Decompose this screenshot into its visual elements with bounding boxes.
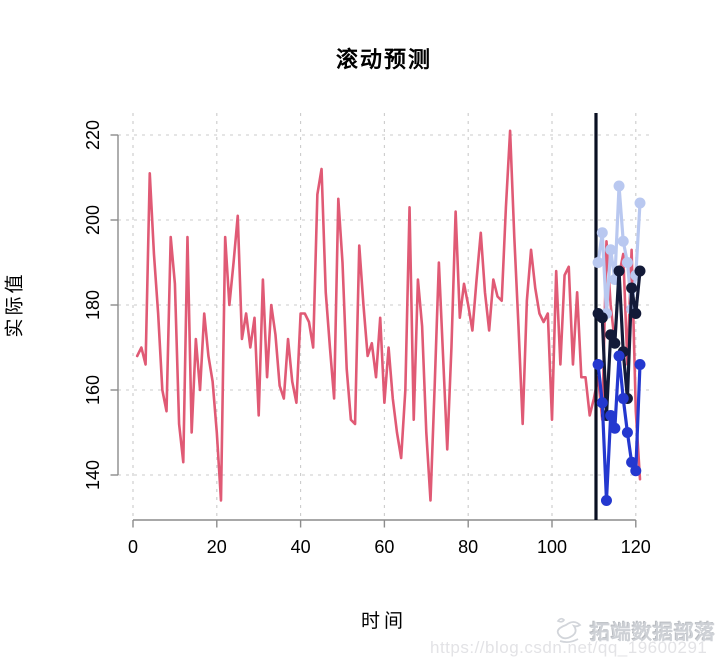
watermark-brand-text: 拓端数据部落 xyxy=(590,621,716,644)
marker-forecast_blue xyxy=(609,422,621,434)
watermark-url: https://blog.csdn.net/qq_19600291 xyxy=(430,638,708,657)
x-tick-label: 60 xyxy=(374,537,394,557)
marker-forecast_navy xyxy=(630,308,642,319)
y-tick-label: 200 xyxy=(83,205,103,235)
marker-forecast_navy xyxy=(596,312,608,324)
y-tick-label: 180 xyxy=(83,290,103,320)
marker-forecast_navy xyxy=(609,337,621,349)
marker-forecast_blue xyxy=(605,410,617,421)
marker-forecast_blue xyxy=(613,350,625,362)
y-tick-label: 160 xyxy=(83,375,103,405)
marker-forecast_navy xyxy=(626,282,638,294)
marker-forecast_light xyxy=(613,180,625,192)
x-tick-label: 80 xyxy=(458,537,478,557)
marker-forecast_blue xyxy=(617,393,629,404)
y-tick-label: 220 xyxy=(83,120,103,150)
marker-forecast_light xyxy=(621,257,633,268)
series-forecast_blue xyxy=(592,350,646,506)
x-tick-label: 120 xyxy=(621,537,651,557)
tick-labels: 0 20 40 60 80 100 120 140 160 180 200 220 xyxy=(83,120,651,557)
x-tick-label: 100 xyxy=(537,537,567,557)
y-axis-label: 实际值 xyxy=(4,271,26,338)
marker-forecast_light xyxy=(634,197,646,209)
marker-forecast_navy xyxy=(613,265,625,277)
x-tick-label: 20 xyxy=(207,537,227,557)
marker-forecast_light xyxy=(605,244,617,256)
marker-forecast_blue xyxy=(630,465,642,477)
marker-forecast_light xyxy=(592,257,604,268)
x-axis-label: 时间 xyxy=(360,611,407,632)
x-tick-label: 40 xyxy=(291,537,311,557)
marker-forecast_blue xyxy=(621,427,633,438)
x-tick-label: 0 xyxy=(128,537,138,557)
marker-forecast_navy xyxy=(605,329,617,341)
marker-forecast_navy xyxy=(634,265,646,277)
marker-forecast_blue xyxy=(592,359,604,370)
tuoduan-logo-icon xyxy=(556,617,582,644)
marker-forecast_light xyxy=(596,227,608,239)
marker-forecast_blue xyxy=(626,456,638,468)
series-actual xyxy=(135,129,642,502)
marker-forecast_blue xyxy=(634,359,646,370)
marker-forecast_blue xyxy=(596,397,608,409)
marker-forecast_light xyxy=(617,235,629,247)
axes xyxy=(110,134,637,528)
marker-forecast_blue xyxy=(600,495,612,506)
y-tick-label: 140 xyxy=(83,460,103,490)
watermark: 拓端数据部落 xyxy=(552,613,716,647)
chart-title: 滚动预测 xyxy=(335,47,432,72)
